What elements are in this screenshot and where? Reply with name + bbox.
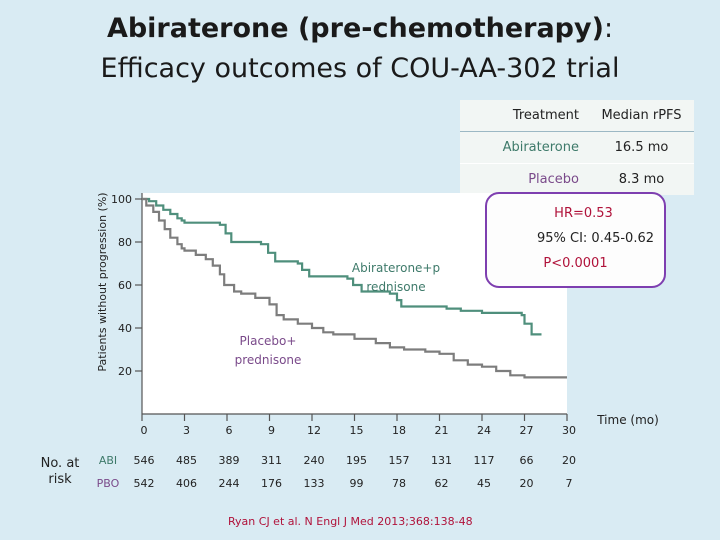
median-rpfs-table: Treatment Median rPFS Abiraterone 16.5 m… (460, 100, 694, 195)
x-tick-label: 30 (562, 424, 576, 437)
x-tick-label: 9 (268, 424, 275, 437)
risk-count: 7 (566, 477, 573, 490)
risk-count: 406 (176, 477, 197, 490)
hazard-ratio: HR=0.53 (554, 206, 613, 221)
y-tick-label: 20 (118, 365, 132, 378)
risk-arm-label: ABI (99, 454, 117, 467)
x-tick-label: 12 (307, 424, 321, 437)
y-tick-label: 80 (118, 236, 132, 249)
risk-count: 117 (474, 454, 495, 467)
citation: Ryan CJ et al. N Engl J Med 2013;368:138… (228, 515, 473, 528)
row-abiraterone-median: 16.5 mo (589, 131, 694, 164)
x-tick-label: 18 (392, 424, 406, 437)
y-axis-label: Patients without progression (%) (96, 192, 109, 371)
placebo-series-label: Placebo+ (240, 334, 297, 348)
hazard-ratio-box: HR=0.53 95% CI: 0.45-0.62 P<0.0001 (485, 192, 666, 288)
risk-count: 133 (304, 477, 325, 490)
placebo-series-label: prednisone (235, 353, 302, 367)
y-tick-label: 40 (118, 322, 132, 335)
risk-count: 157 (389, 454, 410, 467)
x-tick-label: 21 (435, 424, 449, 437)
risk-count: 244 (219, 477, 240, 490)
risk-count: 542 (134, 477, 155, 490)
x-tick-label: 27 (520, 424, 534, 437)
header-median-rpfs: Median rPFS (589, 100, 694, 132)
risk-count: 240 (304, 454, 325, 467)
slide-title-colon: : (603, 13, 614, 44)
risk-count: 131 (431, 454, 452, 467)
risk-count: 389 (219, 454, 240, 467)
placebo-curve (142, 197, 567, 379)
slide-title-bold: Abiraterone (pre-chemotherapy) (106, 13, 604, 44)
no-at-risk-label: No. at risk (40, 456, 80, 487)
x-tick-label: 15 (350, 424, 364, 437)
p-value: P<0.0001 (543, 256, 608, 271)
risk-count: 546 (134, 454, 155, 467)
slide-title-line2: Efficacy outcomes of COU-AA-302 trial (100, 53, 620, 84)
risk-count: 78 (392, 477, 406, 490)
header-treatment: Treatment (460, 100, 589, 132)
y-tick-label: 100 (111, 193, 132, 206)
y-tick-label: 60 (118, 279, 132, 292)
row-placebo-median: 8.3 mo (589, 163, 694, 195)
x-tick-label: 6 (226, 424, 233, 437)
x-tick-label: 0 (141, 424, 148, 437)
risk-count: 62 (435, 477, 449, 490)
abiraterone-series-label: Abiraterone+p (352, 261, 440, 275)
x-tick-label: 24 (477, 424, 491, 437)
risk-count: 45 (477, 477, 491, 490)
x-axis-label: Time (mo) (596, 413, 659, 427)
risk-count: 66 (520, 454, 534, 467)
x-tick-label: 3 (183, 424, 190, 437)
risk-count: 20 (562, 454, 576, 467)
risk-arm-label: PBO (97, 477, 120, 490)
confidence-interval: 95% CI: 0.45-0.62 (536, 231, 655, 246)
risk-count: 311 (261, 454, 282, 467)
row-placebo-treatment: Placebo (460, 163, 589, 195)
risk-count: 485 (176, 454, 197, 467)
risk-count: 20 (520, 477, 534, 490)
risk-count: 99 (350, 477, 364, 490)
risk-count: 195 (346, 454, 367, 467)
abiraterone-curve (142, 197, 542, 336)
risk-count: 176 (261, 477, 282, 490)
slide-title-line1: Abiraterone (pre-chemotherapy): (0, 12, 720, 46)
row-abiraterone-treatment: Abiraterone (460, 131, 589, 164)
abiraterone-series-label: rednisone (366, 280, 425, 294)
